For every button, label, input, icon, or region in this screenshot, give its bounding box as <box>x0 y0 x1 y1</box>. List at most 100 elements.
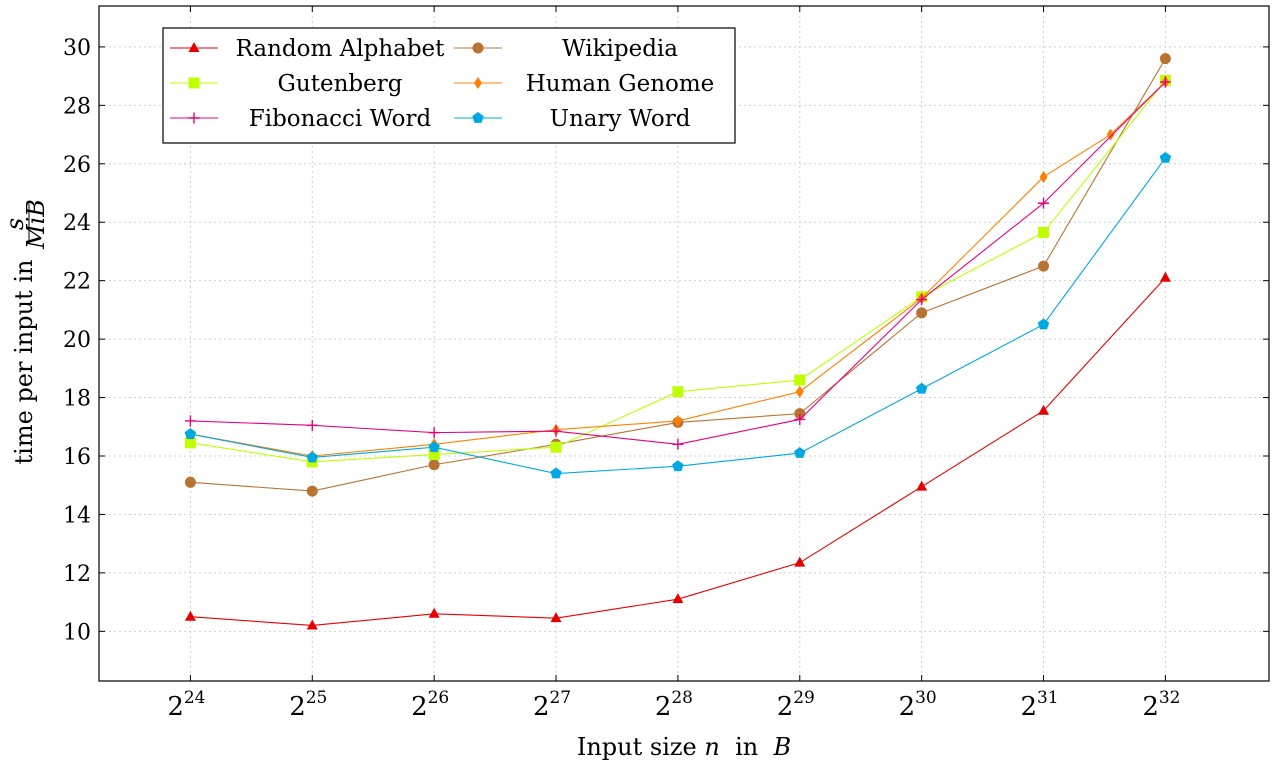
data-point <box>306 485 318 497</box>
x-tick-exponent: 26 <box>428 688 450 708</box>
data-point <box>672 438 684 450</box>
x-tick-label: 224 <box>167 688 205 722</box>
x-tick-label: 225 <box>289 688 327 722</box>
legend-label: Human Genome <box>526 71 715 97</box>
x-tick-label: 230 <box>899 688 937 722</box>
data-point <box>672 460 684 472</box>
data-point <box>306 419 318 431</box>
data-point <box>1159 151 1172 163</box>
series-fibonacci-word <box>184 76 1171 450</box>
series-line <box>190 81 1166 457</box>
legend-marker <box>188 42 200 52</box>
x-tick-base: 2 <box>655 692 672 722</box>
series-random-alphabet <box>184 271 1171 630</box>
data-point <box>1106 128 1115 141</box>
x-tick-exponent: 25 <box>306 688 328 708</box>
tick-layer: 224 225 226 227 228 229 230 231 2321012141618202… <box>63 6 1269 722</box>
data-point <box>306 451 318 463</box>
legend-label: Random Alphabet <box>236 36 446 62</box>
data-point <box>916 294 928 306</box>
data-point <box>1159 53 1171 65</box>
data-point <box>794 556 806 567</box>
data-point <box>428 441 440 453</box>
data-point <box>1039 170 1048 183</box>
y-tick-label: 20 <box>63 328 91 353</box>
x-tick-exponent: 28 <box>671 688 693 708</box>
data-point <box>916 480 928 491</box>
x-tick-base: 2 <box>1020 692 1037 722</box>
x-tick-base: 2 <box>289 692 306 722</box>
x-tick-exponent: 24 <box>184 688 206 708</box>
y-tick-label: 24 <box>63 211 91 236</box>
y-tick-label: 30 <box>63 36 91 61</box>
y-tick-label: 10 <box>63 620 91 645</box>
y-tick-label: 18 <box>63 387 91 412</box>
x-tick-exponent: 27 <box>549 688 571 708</box>
data-point <box>184 415 196 427</box>
data-point <box>428 459 440 471</box>
data-point <box>550 425 562 437</box>
data-point <box>184 437 196 449</box>
data-point <box>795 385 804 398</box>
y-axis-label-text: time per input in <box>10 260 38 465</box>
legend-item: Unary Word <box>454 106 691 132</box>
y-tick-label: 28 <box>63 94 91 119</box>
y-tick-label: 16 <box>63 445 91 470</box>
data-point <box>1159 271 1171 282</box>
data-point <box>794 413 806 425</box>
data-point <box>428 427 440 439</box>
x-tick-exponent: 29 <box>793 688 815 708</box>
series-unary-word <box>184 151 1172 479</box>
legend: Random Alphabet Wikipedia Gutenberg Human G… <box>162 27 736 144</box>
x-tick-label: 226 <box>411 688 449 722</box>
data-point <box>794 447 806 458</box>
data-point <box>428 607 440 618</box>
legend-item: Fibonacci Word <box>170 106 432 132</box>
legend-box <box>162 27 736 144</box>
data-point <box>1159 76 1171 88</box>
legend-item: Wikipedia <box>454 36 678 62</box>
data-point <box>1038 226 1050 238</box>
legend-label: Fibonacci Word <box>249 106 432 132</box>
data-point <box>1037 318 1050 330</box>
x-tick-base: 2 <box>777 692 794 722</box>
x-tick-base: 2 <box>1142 692 1159 722</box>
legend-marker <box>188 112 200 124</box>
data-point <box>306 619 318 630</box>
x-axis-label-text: Input size <box>577 733 697 761</box>
legend-item: Random Alphabet <box>170 36 445 62</box>
axis-labels: Input size n in B time per input in s Mi… <box>1 199 791 761</box>
x-tick-label: 228 <box>655 688 693 722</box>
x-tick-exponent: 30 <box>915 688 937 708</box>
data-point <box>1038 197 1050 209</box>
legend-label: Unary Word <box>550 106 691 132</box>
legend-label: Gutenberg <box>278 71 403 97</box>
y-tick-label: 14 <box>63 503 91 528</box>
legend-item: Gutenberg <box>170 71 403 97</box>
x-tick-exponent: 32 <box>1159 688 1181 708</box>
data-point <box>184 476 196 488</box>
data-point <box>184 428 197 439</box>
data-point <box>672 593 684 604</box>
legend-marker <box>474 77 482 89</box>
x-tick-label: 232 <box>1142 688 1180 722</box>
x-axis-label-mid: in <box>727 733 765 761</box>
data-point <box>673 414 682 427</box>
y-axis-unit-denominator: MiB <box>22 199 50 250</box>
x-tick-exponent: 31 <box>1037 688 1059 708</box>
y-tick-label: 22 <box>63 270 91 295</box>
series-layer <box>184 53 1172 630</box>
x-tick-base: 2 <box>899 692 916 722</box>
data-point <box>550 441 562 453</box>
plot-frame <box>98 5 1270 682</box>
x-axis-label-unit: B <box>773 733 792 761</box>
legend-label: Wikipedia <box>562 36 678 62</box>
x-tick-label: 229 <box>777 688 815 722</box>
legend-item: Human Genome <box>454 71 714 97</box>
x-tick-base: 2 <box>411 692 428 722</box>
data-point <box>550 612 562 623</box>
y-tick-label: 26 <box>63 153 91 178</box>
data-point <box>184 610 196 621</box>
data-point <box>1038 404 1050 415</box>
data-point <box>1038 260 1050 272</box>
